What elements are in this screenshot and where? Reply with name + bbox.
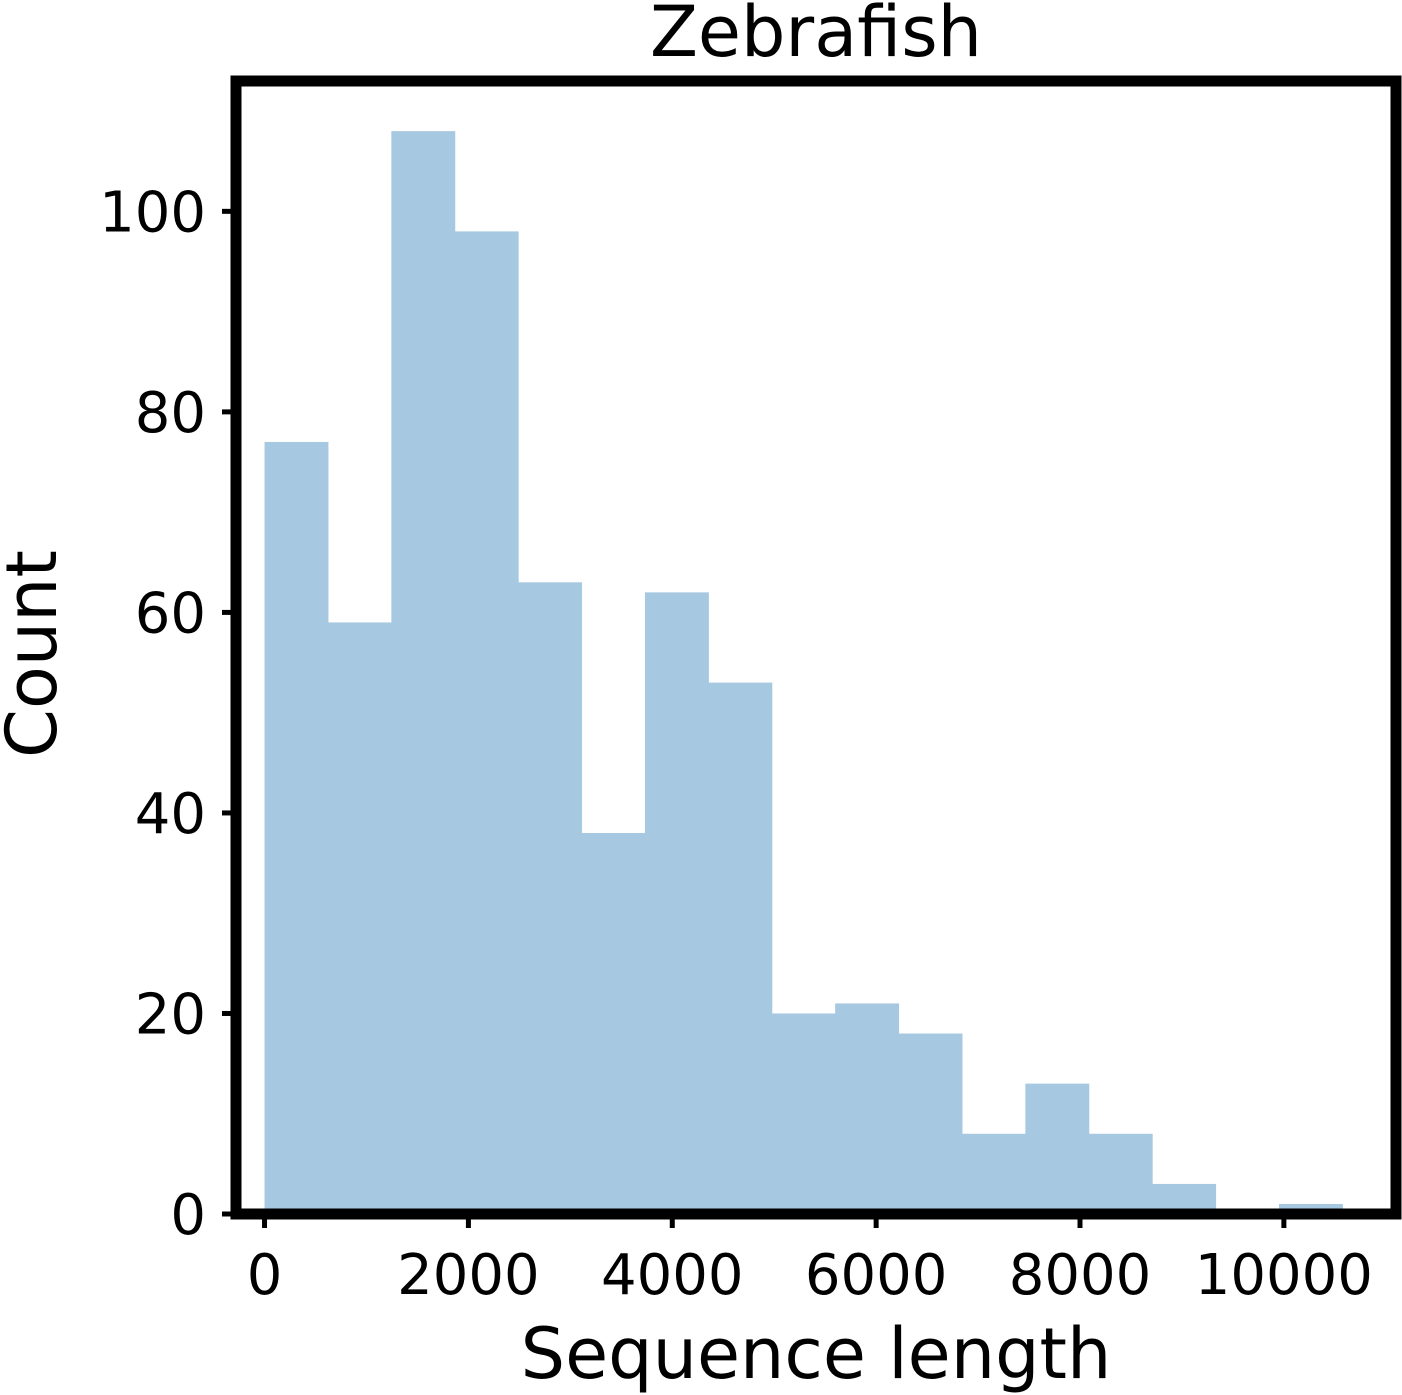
y-tick-label-60: 60	[135, 581, 206, 646]
y-tick-label-0: 0	[170, 1183, 206, 1248]
y-tick-label-100: 100	[99, 180, 206, 245]
x-tick-label-8000: 8000	[1009, 1243, 1152, 1308]
x-tick-label-2000: 2000	[397, 1243, 540, 1308]
x-tick-label-0: 0	[247, 1243, 283, 1308]
histogram-bar-9	[835, 1003, 900, 1214]
histogram-bar-5	[581, 832, 646, 1214]
histogram-bar-0	[264, 441, 329, 1214]
histogram-bar-8	[771, 1013, 836, 1214]
histogram-bar-4	[518, 582, 583, 1214]
histogram-bar-6	[644, 592, 709, 1214]
x-tick-label-6000: 6000	[805, 1243, 948, 1308]
y-axis: 0 20 40 60 80 100	[99, 180, 236, 1248]
histogram-bar-10	[898, 1033, 963, 1214]
histogram-bar-13	[1088, 1133, 1153, 1214]
chart-title: Zebrafish	[650, 0, 982, 73]
histogram-bars	[264, 131, 1343, 1215]
histogram-bar-12	[1025, 1083, 1090, 1214]
plot-frame	[230, 75, 1402, 1220]
histogram-bar-2	[391, 131, 456, 1215]
histogram-bar-3	[454, 231, 519, 1215]
y-tick-label-40: 40	[135, 782, 206, 847]
histogram-bar-7	[708, 682, 773, 1214]
y-tick-label-20: 20	[135, 982, 206, 1047]
x-tick-label-4000: 4000	[601, 1243, 744, 1308]
x-tick-label-10000: 10000	[1195, 1243, 1373, 1308]
y-tick-label-80: 80	[135, 381, 206, 446]
x-axis-label: Sequence length	[521, 1313, 1112, 1395]
histogram-bar-1	[327, 622, 392, 1214]
y-axis-label: Count	[0, 550, 73, 758]
histogram-bar-11	[961, 1133, 1026, 1214]
x-axis: 0 2000 4000 6000 8000 10000	[247, 1214, 1373, 1308]
